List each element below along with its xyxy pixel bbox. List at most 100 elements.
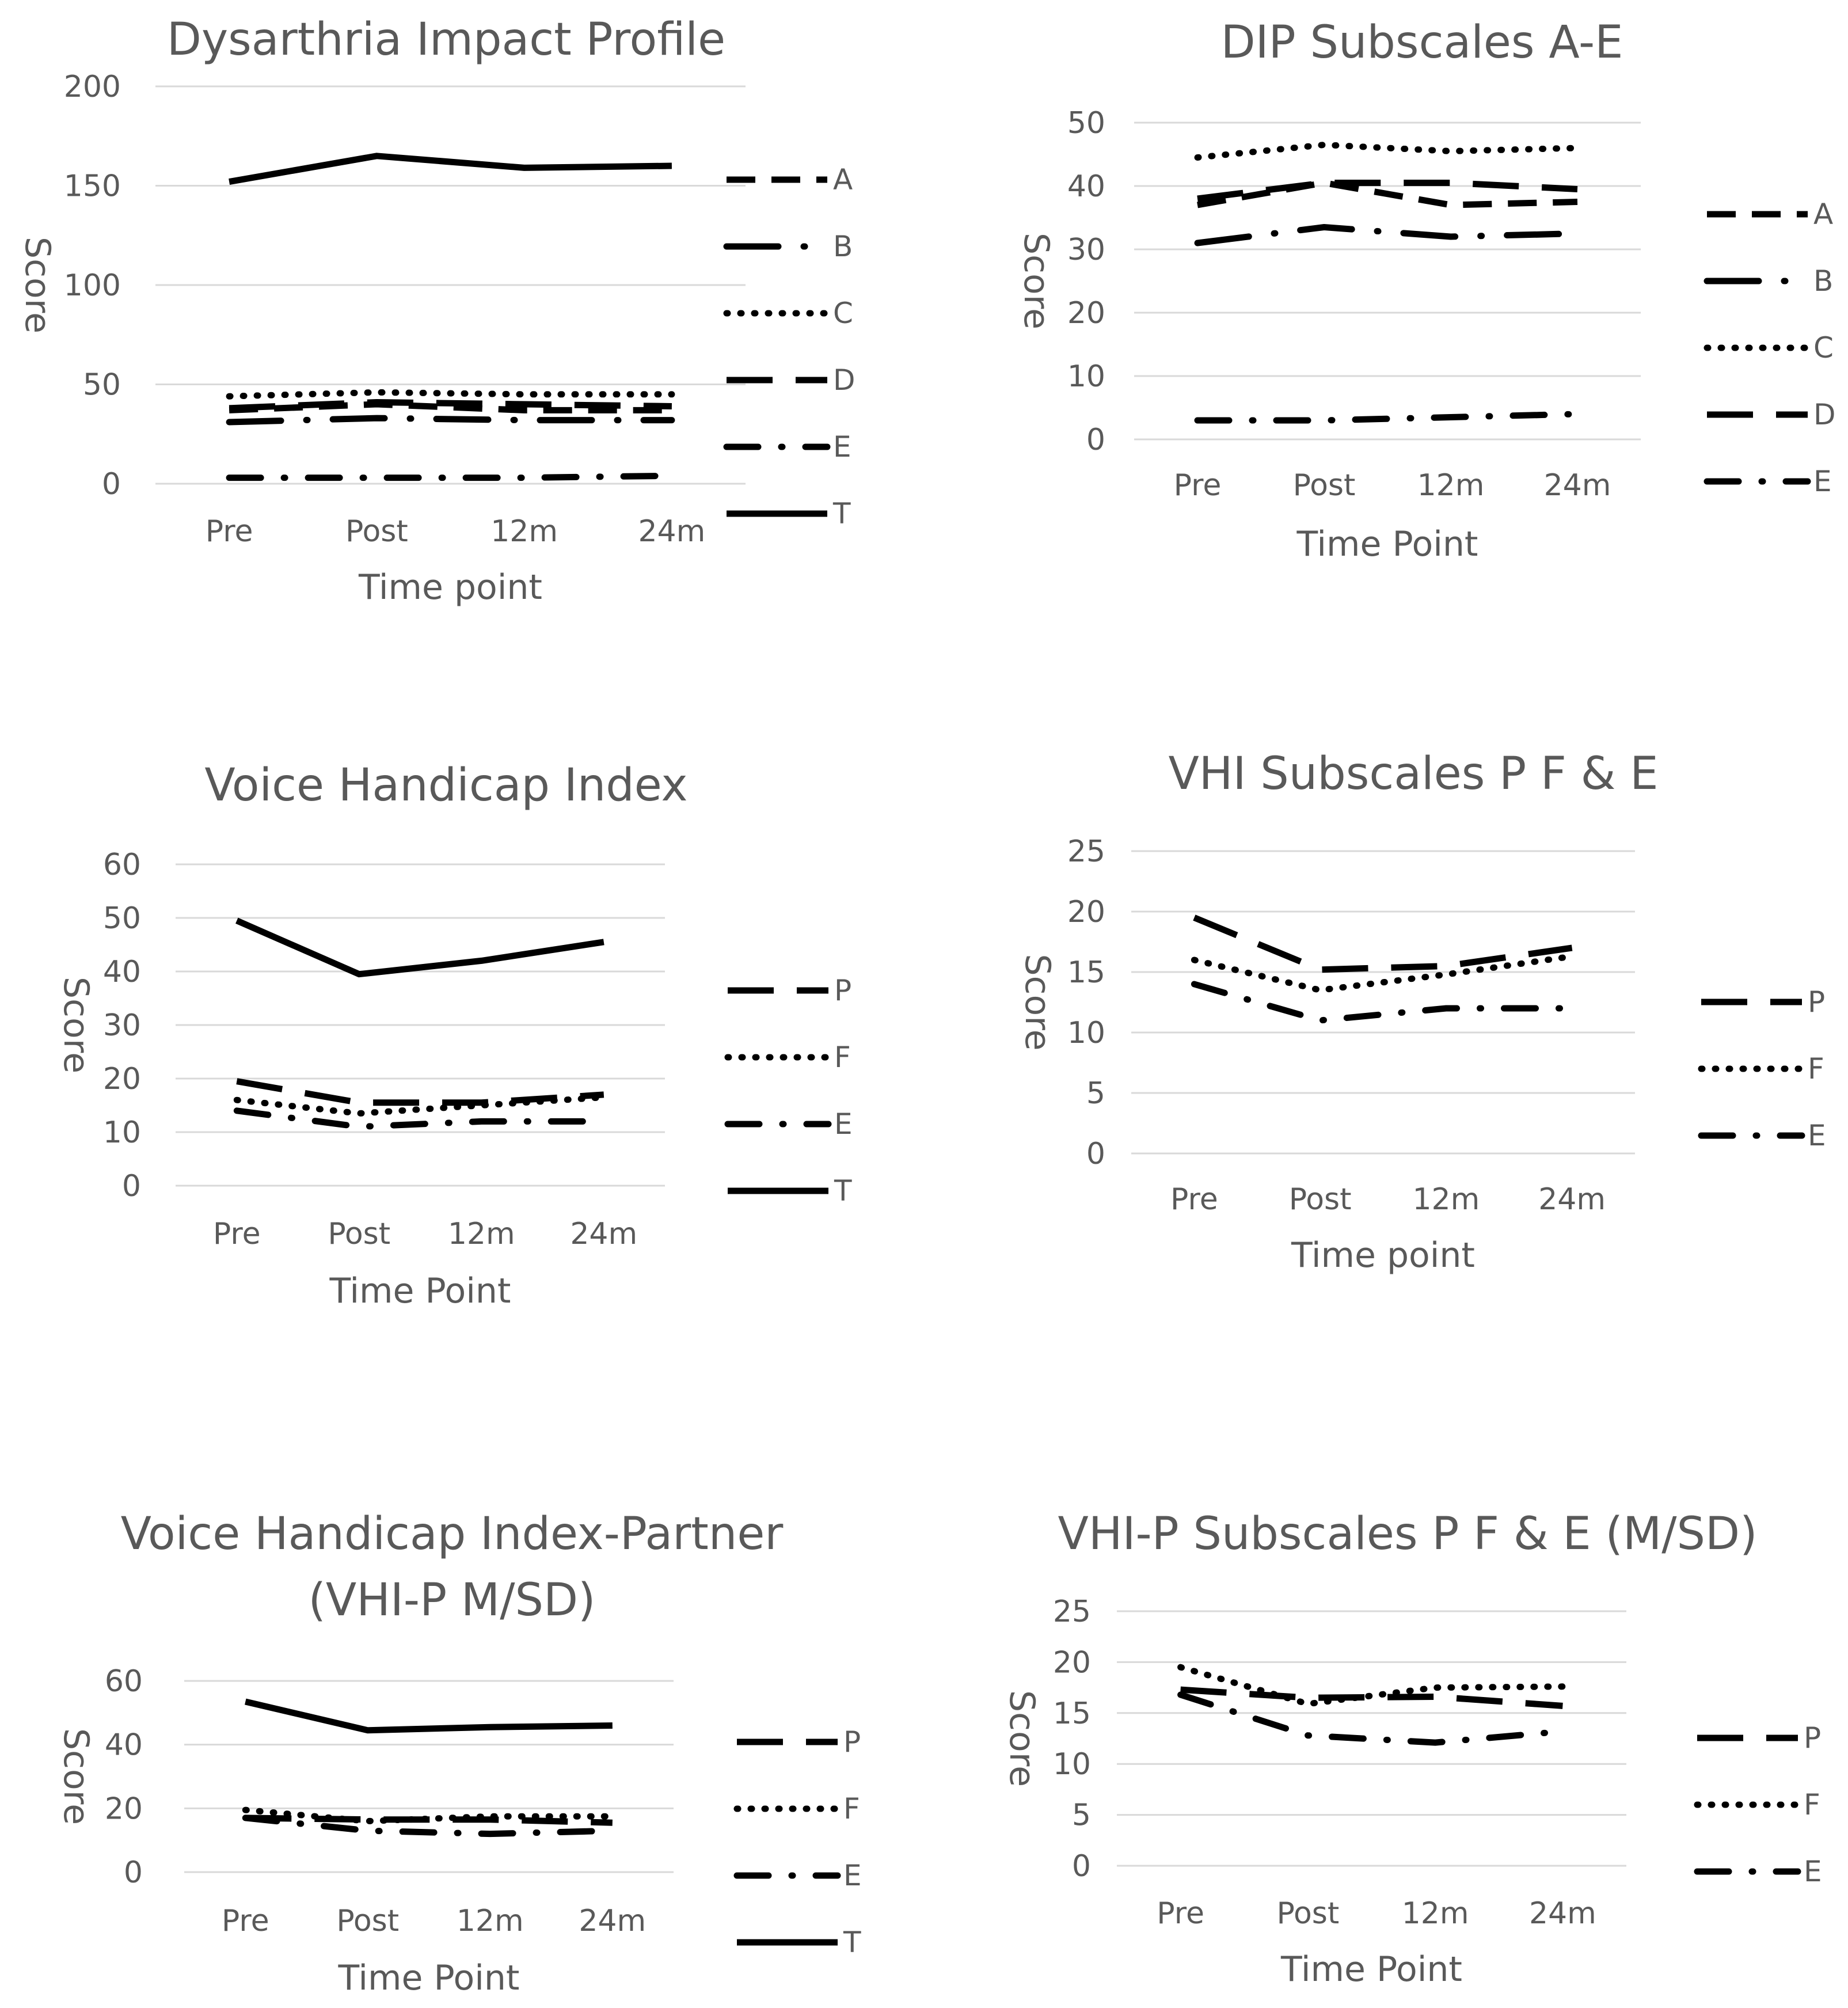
chart-2: DIP Subscales A-E 0 10 20 30 40 50 Pre Post 12m 24… [1016,17,1836,564]
y-axis-label: Score [1017,954,1058,1050]
x-tick-label: Post [336,1904,399,1938]
legend-label-a: A [833,163,853,196]
y-tick-label: 0 [1086,423,1105,457]
x-tick-label: 24m [1538,1182,1606,1217]
chart-4: VHI Subscales P F & E 0 5 10 15 20 25 Pre Post 12… [1017,748,1826,1276]
chart-5: Voice Handicap Index-Partner (VHI-P M/SD)… [56,1508,862,1998]
y-axis-label: Score [56,1728,96,1825]
x-axis-label: Time point [358,567,542,608]
series-line-p [1180,1686,1563,1709]
x-tick-label: 24m [570,1217,637,1251]
chart-title: (VHI-P M/SD) [308,1574,595,1626]
x-tick-label: Pre [1174,468,1222,503]
y-tick-label: 0 [122,1169,141,1204]
legend-label-d: D [833,363,855,397]
y-tick-label: 15 [1053,1696,1091,1731]
y-tick-label: 100 [64,268,121,303]
x-tick-label: 24m [1529,1896,1596,1931]
legend-label-f: F [1804,1788,1820,1821]
legend-label-e: E [843,1859,862,1892]
y-tick-label: 50 [83,368,121,403]
x-axis-label: Time Point [1296,524,1478,564]
y-tick-label: 30 [103,1008,141,1043]
series-line-e [1177,1691,1566,1746]
series-line-c [1194,142,1581,161]
y-tick-label: 20 [1053,1645,1091,1680]
legend-label-e: E [1813,465,1832,498]
series-line-f [1177,1664,1566,1707]
series-line-d [1197,180,1578,202]
y-axis-label: Score [56,977,96,1073]
legend-label-a: A [1813,198,1833,231]
y-tick-label: 40 [1067,169,1105,204]
series-line-e [233,1107,607,1130]
x-axis-label: Time Point [1280,1949,1462,1990]
legend-label-p: P [1804,1721,1821,1755]
legend-label-e: E [1804,1855,1822,1888]
x-tick-label: 24m [638,514,705,549]
legend-label-c: C [1813,331,1834,365]
legend-label-p: P [1808,985,1825,1019]
x-tick-label: 12m [1417,468,1485,503]
y-tick-label: 50 [103,901,141,936]
y-tick-label: 50 [1067,106,1105,141]
chart-title: Voice Handicap Index-Partner [121,1508,784,1560]
chart-1: Dysarthria Impact Profile 0 50 100 150 200 Pre… [17,14,855,608]
legend-label-e: E [1808,1119,1826,1152]
chart-title: VHI-P Subscales P F & E (M/SD) [1058,1508,1757,1560]
y-tick-label: 10 [1067,1016,1105,1050]
x-tick-label: Post [1289,1182,1352,1217]
series-line-t [245,1698,613,1734]
y-tick-label: 0 [1086,1137,1105,1171]
x-axis-label: Time Point [329,1271,511,1311]
series-line-p [1193,914,1573,973]
series-line-a [1197,180,1578,208]
legend-label-e: E [834,1107,853,1141]
chart-3: Voice Handicap Index 0 10 20 30 40 50 60 Pre Post… [56,760,853,1311]
x-tick-label: 12m [1412,1182,1480,1217]
series-line-b [1194,224,1581,246]
legend-label-t: T [834,1174,852,1208]
y-tick-label: 20 [1067,296,1105,331]
x-tick-label: Post [1276,1896,1339,1931]
series-line-d [229,399,672,412]
x-tick-label: 12m [490,514,558,549]
x-tick-label: Pre [1157,1896,1204,1931]
y-tick-label: 10 [1053,1747,1091,1782]
legend-label-b: B [1813,264,1833,298]
series-line-e [1194,411,1581,424]
x-tick-label: 12m [1402,1896,1469,1931]
legend-label-f: F [843,1792,860,1825]
y-tick-label: 25 [1053,1595,1091,1629]
series-line-f [1191,953,1576,993]
chart-title: Voice Handicap Index [204,760,687,811]
y-axis-label: Score [17,237,58,333]
legend-label-d: D [1813,398,1836,431]
legend-label-b: B [833,230,853,263]
y-tick-label: 20 [1067,895,1105,929]
series-line-a [229,401,672,413]
x-tick-label: Post [345,514,408,549]
y-tick-label: 0 [102,467,121,502]
x-tick-label: Pre [213,1217,261,1251]
series-line-c [226,389,675,400]
y-tick-label: 40 [105,1728,143,1763]
x-tick-label: Pre [222,1904,269,1938]
series-line-p [236,1078,604,1106]
y-tick-label: 60 [103,848,141,882]
series-line-b [226,415,675,426]
y-tick-label: 10 [103,1115,141,1150]
x-axis-label: Time point [1291,1235,1475,1276]
chart-title: VHI Subscales P F & E [1168,748,1658,800]
y-tick-label: 150 [64,169,121,204]
x-tick-label: Post [1293,468,1356,503]
y-tick-label: 20 [103,1062,141,1096]
x-tick-label: Pre [1170,1182,1218,1217]
legend-label-t: T [832,497,851,530]
y-axis-label: Score [1002,1690,1042,1787]
y-tick-label: 5 [1086,1076,1105,1111]
legend-label-f: F [834,1041,851,1074]
x-tick-label: 24m [579,1904,646,1938]
legend-label-e: E [833,430,851,464]
